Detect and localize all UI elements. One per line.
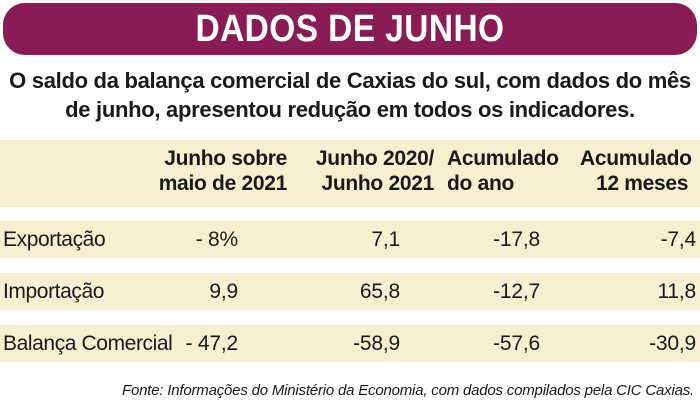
table-cell: -12,7 bbox=[493, 280, 540, 303]
title-banner: DADOS DE JUNHO bbox=[3, 3, 697, 55]
column-header-line: 12 meses bbox=[596, 172, 689, 195]
table-cell: -58,9 bbox=[353, 332, 400, 355]
column-header-line: Junho 2020/ bbox=[315, 147, 434, 170]
row-label-exportacao: Exportação bbox=[3, 228, 106, 251]
column-header-line: Acumulado bbox=[447, 147, 559, 170]
table-cell: 9,9 bbox=[209, 280, 238, 303]
column-header-acumulado-ano: Acumulado do ano bbox=[447, 146, 573, 196]
table-cell: -30,9 bbox=[649, 332, 696, 355]
table-cell: 7,1 bbox=[371, 228, 400, 251]
column-header-junho-sobre-maio: Junho sobre maio de 2021 bbox=[147, 146, 288, 196]
page-title: DADOS DE JUNHO bbox=[195, 8, 505, 50]
table-header-band bbox=[0, 140, 700, 207]
table-cell: -57,6 bbox=[493, 332, 540, 355]
column-header-acumulado-12-meses: Acumulado 12 meses bbox=[580, 146, 700, 196]
table-cell: -17,8 bbox=[493, 228, 540, 251]
table-row-band bbox=[0, 325, 700, 362]
row-label-balanca-comercial: Balança Comercial bbox=[3, 332, 173, 355]
column-header-line: Junho sobre bbox=[164, 147, 287, 170]
source-note: Fonte: Informações do Ministério da Econ… bbox=[121, 382, 694, 399]
subtitle: O saldo da balança comercial de Caxias d… bbox=[9, 68, 691, 122]
table-cell: - 47,2 bbox=[185, 332, 239, 355]
column-header-junho-2020-2021: Junho 2020/ Junho 2021 bbox=[294, 146, 434, 196]
row-label-importacao: Importação bbox=[3, 280, 105, 303]
table-row-band bbox=[0, 221, 700, 258]
column-header-line: Junho 2021 bbox=[321, 172, 434, 195]
column-header-line: Acumulado bbox=[580, 147, 692, 170]
column-header-line: maio de 2021 bbox=[158, 172, 288, 195]
table-cell: -7,4 bbox=[660, 228, 697, 251]
table-row-band bbox=[0, 273, 700, 310]
column-header-line: do ano bbox=[447, 172, 515, 195]
table-cell: 65,8 bbox=[359, 280, 400, 303]
table-cell: - 8% bbox=[195, 228, 239, 251]
table-cell: 11,8 bbox=[657, 280, 696, 303]
